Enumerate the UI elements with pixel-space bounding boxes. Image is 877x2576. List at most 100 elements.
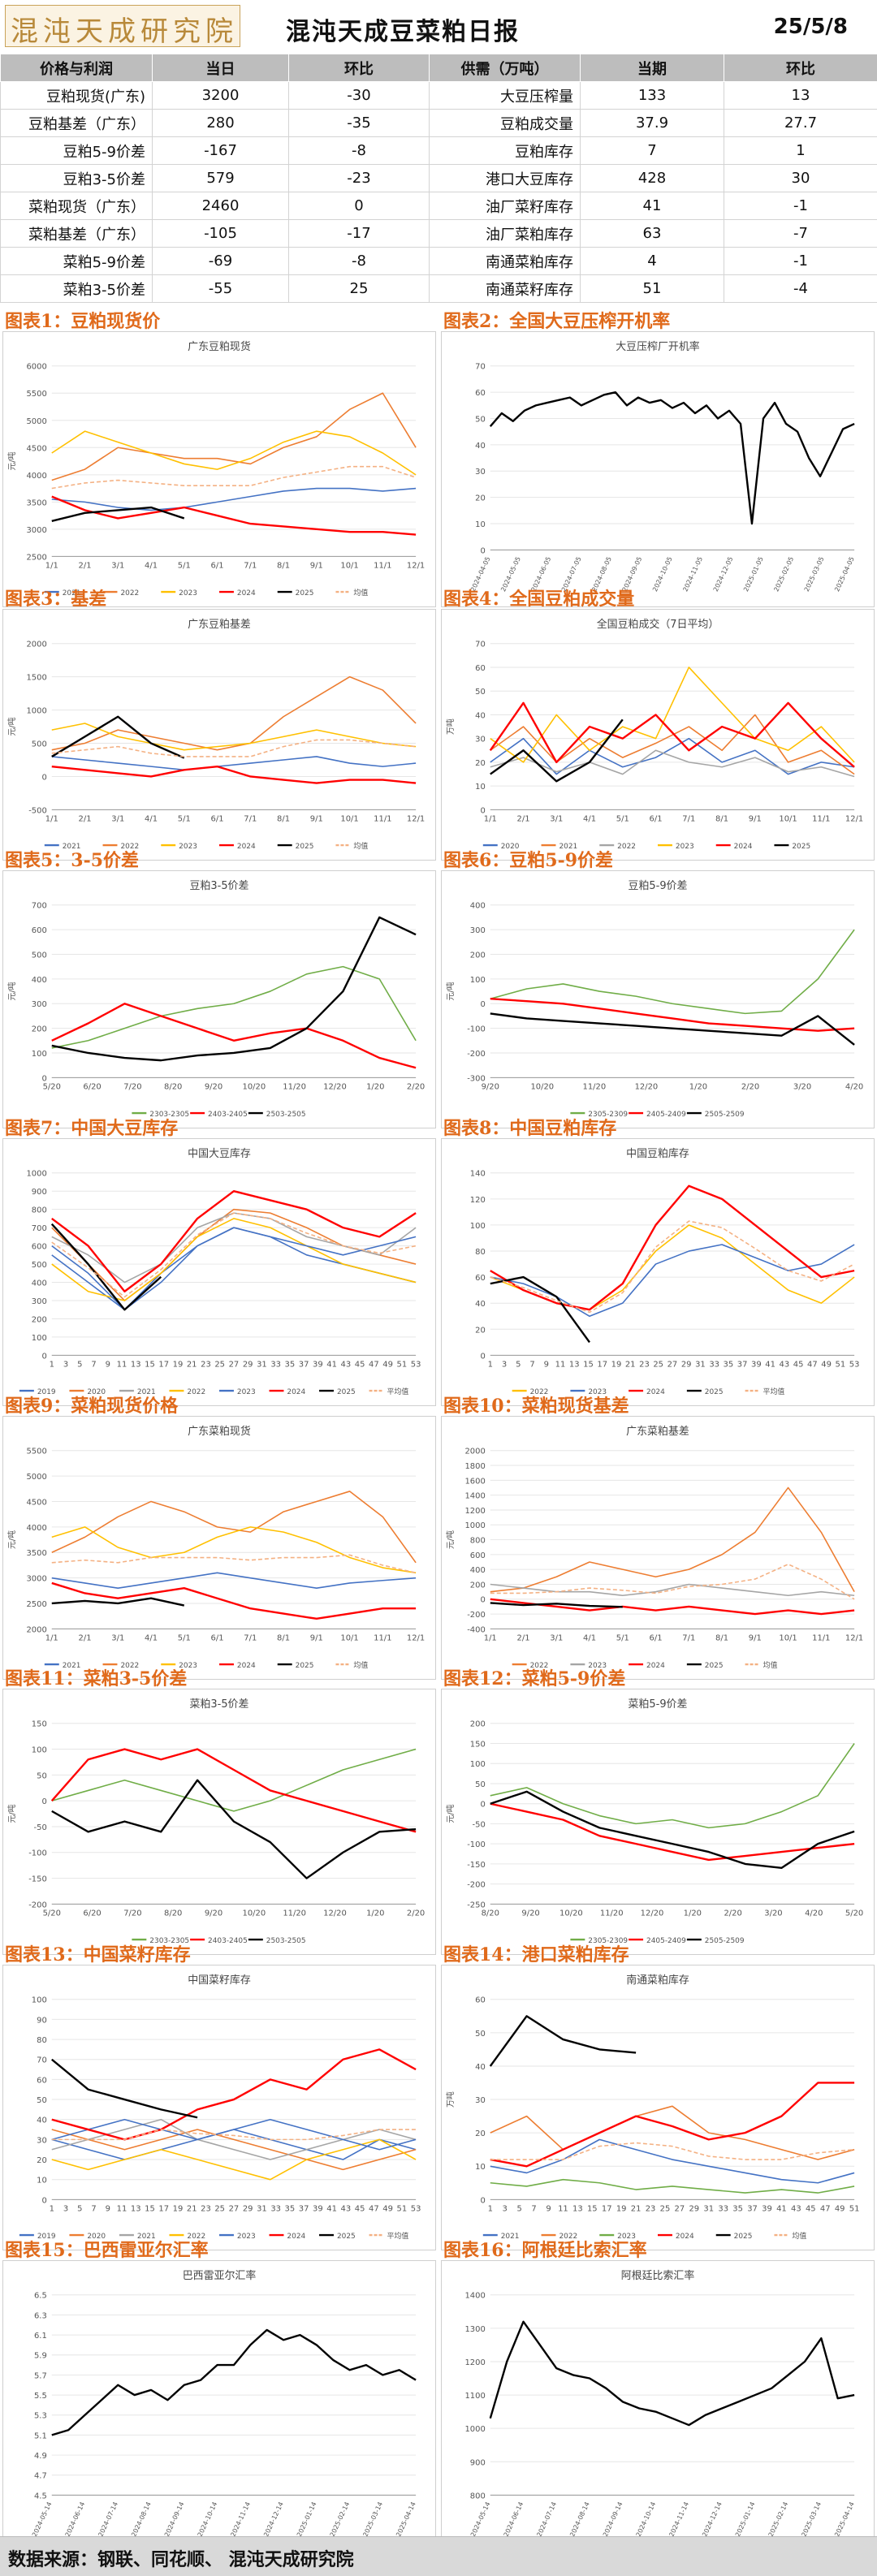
y-tick-label: 500: [32, 740, 47, 749]
x-tick-label: 6/1: [650, 814, 663, 823]
legend-label: 2025: [734, 2233, 753, 2241]
series-line: [490, 1220, 855, 1314]
x-tick-label: 1: [488, 2204, 493, 2213]
series-line: [51, 1190, 417, 1292]
series-line: [51, 506, 185, 522]
y-tick-label: 60: [37, 2076, 47, 2085]
table-header-cell: 环比: [288, 54, 430, 82]
y-tick-label: 4000: [26, 1524, 46, 1533]
x-tick-label: 8/1: [277, 1633, 290, 1642]
y-tick-label: 50: [475, 688, 486, 697]
x-tick-label: 53: [411, 1360, 421, 1369]
chart-heading: 图表9：菜粕现货价格: [5, 1396, 179, 1417]
legend-label: 2023: [179, 589, 197, 598]
logo-glyph: 沌: [43, 15, 71, 48]
table-row: 豆粕3-5价差 579 -23 港口大豆库存 428 30: [0, 164, 877, 192]
logo-glyph: 研: [140, 15, 168, 48]
legend-label: 2025: [296, 843, 314, 851]
y-tick-label: 50: [475, 2030, 486, 2039]
legend-label: 2023: [617, 2233, 636, 2241]
x-tick-label: 2024-10-14: [197, 2500, 219, 2538]
legend-label: 2023: [676, 843, 694, 851]
legend-label: 均值: [353, 588, 368, 598]
y-tick-label: 400: [470, 1566, 486, 1575]
x-tick-label: 3/1: [111, 561, 124, 570]
row-value: -1: [724, 247, 877, 275]
x-tick-label: 11: [558, 2204, 568, 2213]
chart-title: 南通菜粕库存: [626, 1974, 689, 1987]
series-line: [490, 929, 855, 1015]
x-tick-label: 9: [106, 1360, 110, 1369]
x-tick-label: 1/20: [366, 1082, 384, 1091]
table-header-cell: 供需（万吨）: [429, 54, 581, 82]
x-tick-label: 43: [791, 2204, 801, 2213]
y-tick-label: -200: [467, 1611, 486, 1620]
x-tick-label: 33: [718, 2204, 728, 2213]
logo-glyph: 院: [205, 15, 233, 48]
x-tick-label: 27: [675, 2204, 685, 2213]
row-value: -17: [288, 219, 430, 248]
legend-label: 2023: [237, 1388, 256, 1396]
chart-panel: 广东豆粕基差 -500 0 500 1000 1500 2000 元/吨 1/1 2/1 3/1 4/…: [2, 609, 436, 861]
chart-panel: 中国菜籽库存 0 10 20 30 40 50 60 70 80 90 100 1 3 5 7 9 11 13 15 1…: [2, 1965, 436, 2250]
series-line: [51, 1212, 417, 1284]
legend-label: 2303-2305: [149, 1937, 189, 1945]
x-tick-label: 43: [341, 1360, 352, 1369]
y-tick-label: 0: [480, 2196, 485, 2205]
chart-panel: 全国豆粕成交（7日平均） 0 10 20 30 40 50 60 70 万吨 1/1 2/1 3/1 4/…: [441, 609, 875, 861]
series-line: [489, 390, 855, 525]
series-line: [490, 737, 855, 775]
y-tick-label: 700: [32, 1224, 47, 1233]
row-value: -30: [288, 81, 430, 110]
chart-title: 全国豆粕成交（7日平均）: [597, 618, 719, 631]
x-tick-label: 41: [326, 1360, 337, 1369]
chart-heading: 图表3：基差: [5, 589, 107, 610]
x-tick-label: 11/1: [374, 561, 391, 570]
x-tick-label: 15: [145, 2204, 155, 2213]
legend-label: 均值: [792, 2231, 806, 2241]
x-tick-label: 31: [703, 2204, 714, 2213]
x-tick-label: 10/20: [530, 1082, 554, 1091]
x-tick-label: 11: [555, 1360, 566, 1369]
legend-label: 2023: [179, 1662, 197, 1670]
y-tick-label: 80: [475, 1248, 486, 1257]
legend-label: 2303-2305: [149, 1111, 189, 1119]
x-tick-label: 25: [214, 2204, 225, 2213]
logo-glyph: 究: [173, 15, 201, 48]
y-tick-label: 400: [32, 976, 47, 985]
legend-label: 2024: [237, 843, 256, 851]
y-tick-label: 50: [37, 1771, 47, 1780]
x-tick-label: 6/1: [211, 561, 224, 570]
row-value: 579: [152, 164, 289, 192]
x-tick-label: 7/1: [682, 814, 695, 823]
legend-label: 2503-2505: [266, 1937, 306, 1945]
x-tick-label: 2024-09-14: [163, 2500, 186, 2538]
y-tick-label: 0: [480, 1352, 485, 1361]
x-tick-label: 31: [257, 1360, 267, 1369]
x-tick-label: 5: [77, 2204, 82, 2213]
y-tick-label: 800: [470, 1537, 486, 1546]
y-tick-label: 0: [41, 1352, 46, 1361]
series-line: [51, 495, 417, 536]
x-tick-label: 29: [681, 1360, 692, 1369]
series-line: [489, 2015, 637, 2067]
x-tick-label: 2024-08-14: [568, 2500, 591, 2538]
x-tick-label: 8/1: [715, 1633, 728, 1642]
y-axis-label: 元/吨: [445, 982, 456, 1000]
y-tick-label: 100: [32, 1334, 47, 1343]
y-tick-label: 600: [32, 1243, 47, 1252]
x-tick-label: 2/1: [79, 561, 92, 570]
legend-label: 2022: [617, 843, 636, 851]
y-tick-label: 6000: [26, 363, 46, 372]
chart-panel: 豆粕5-9价差 -300 -200 -100 0 100 200 300 400 元/吨 9/20 1…: [441, 870, 875, 1128]
y-tick-label: 2000: [26, 641, 46, 649]
x-tick-label: 7/20: [123, 1082, 141, 1091]
series-line: [51, 1003, 417, 1069]
table-row: 豆粕现货(广东) 3200 -30 大豆压榨量 133 13: [0, 81, 877, 110]
x-tick-label: 2/20: [741, 1082, 759, 1091]
x-tick-label: 8/1: [277, 814, 290, 823]
y-tick-label: 1200: [464, 2358, 485, 2367]
chart-heading: 图表7：中国大豆库存: [5, 1118, 179, 1139]
y-tick-label: 400: [470, 902, 486, 911]
x-tick-label: 49: [821, 1360, 832, 1369]
